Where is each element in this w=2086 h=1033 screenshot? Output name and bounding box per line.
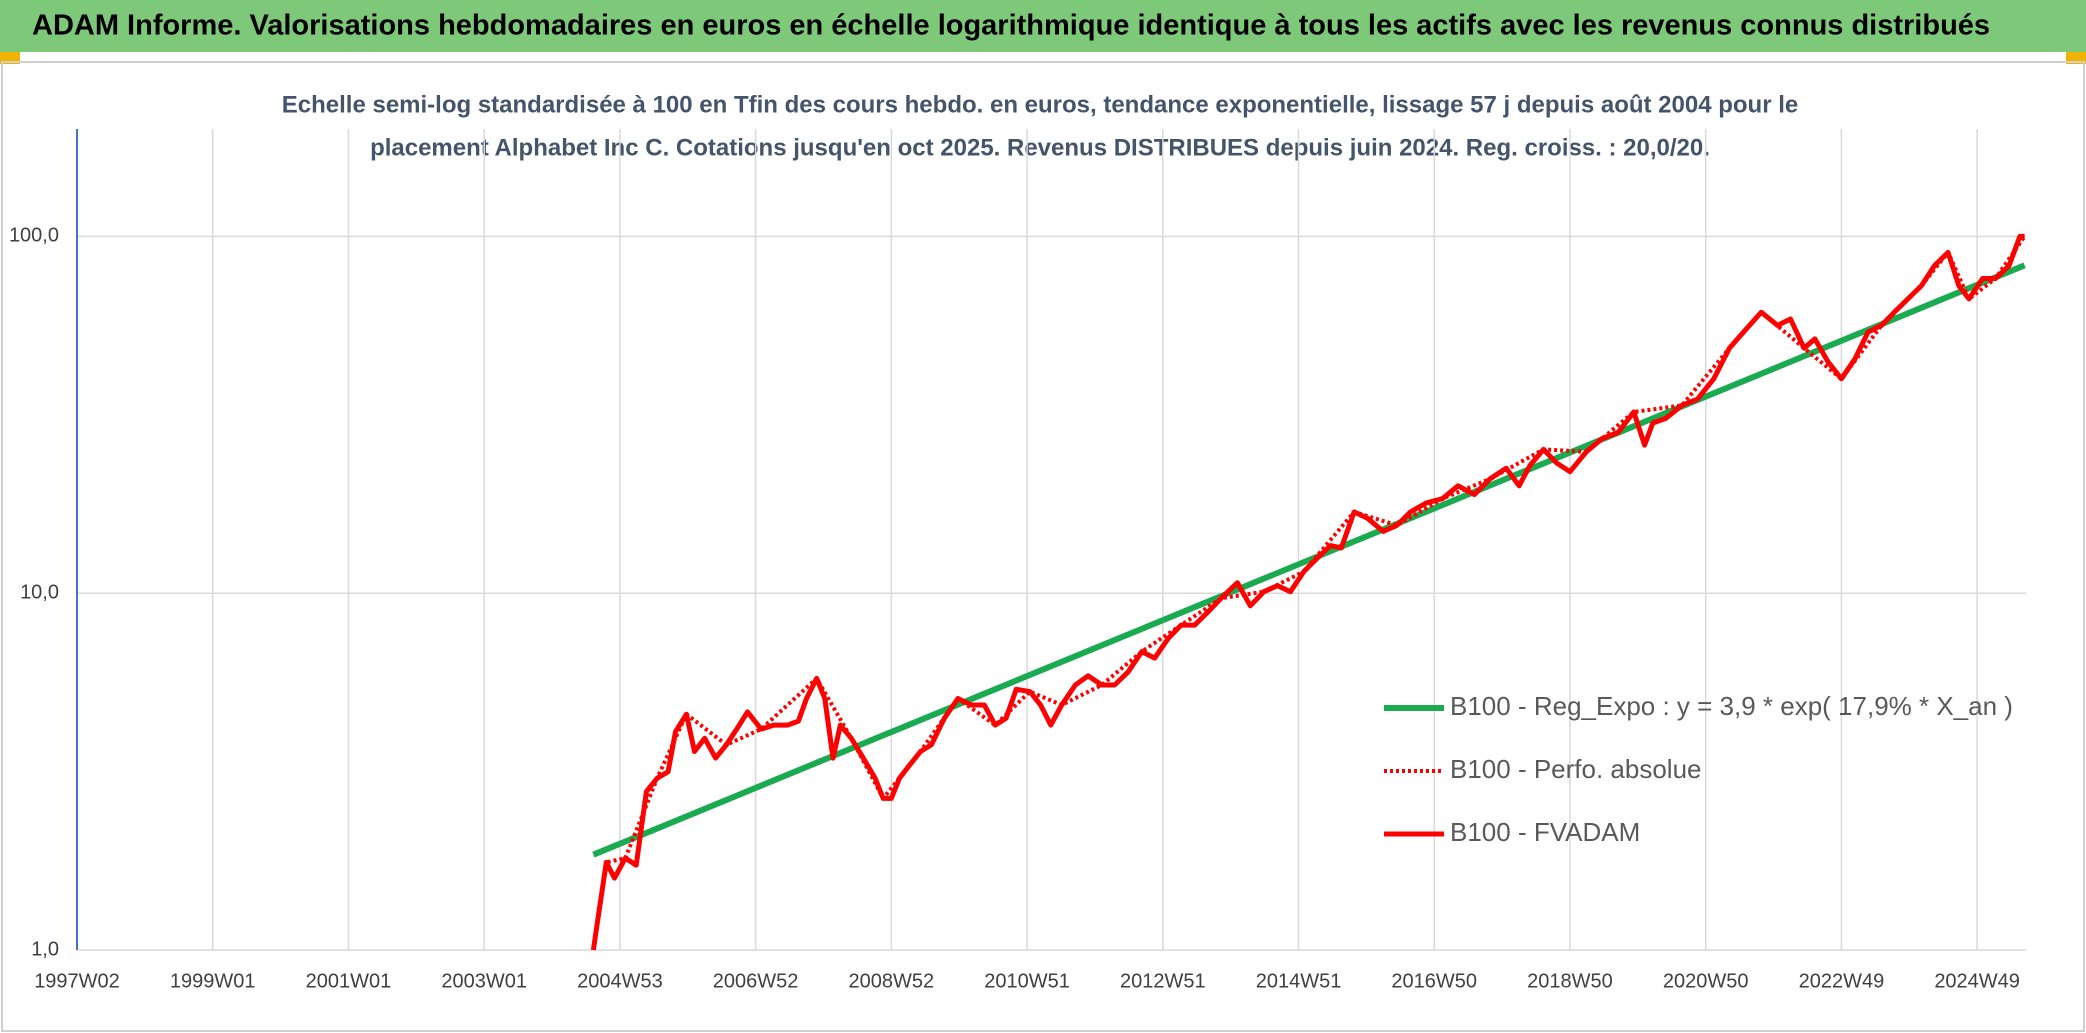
x-tick-label: 2010W51: [984, 970, 1070, 992]
header-bar: [0, 0, 2086, 52]
plot-area: [590, 233, 2027, 951]
series-line: [590, 233, 2025, 951]
y-tick-label: 100,0: [9, 225, 59, 247]
x-tick-label: 1997W02: [34, 970, 120, 992]
x-tick-label: 2001W01: [306, 970, 392, 992]
x-tick-label: 2024W49: [1934, 970, 2020, 992]
legend-label: B100 - FVADAM: [1450, 817, 1640, 847]
x-tick-label: 2018W50: [1527, 970, 1613, 992]
legend-label: B100 - Reg_Expo : y = 3,9 * exp( 17,9% *…: [1450, 691, 2013, 721]
x-tick-label: 2016W50: [1391, 970, 1477, 992]
y-tick-label: 10,0: [20, 581, 59, 603]
grid: 1,0 10,0 100,0 1997W02 1999W01 2001W01 2003W01…: [9, 129, 2026, 992]
x-tick-label: 2006W52: [713, 970, 799, 992]
legend-label: B100 - Perfo. absolue: [1450, 754, 1702, 784]
chart-subtitle: placement Alphabet Inc C. Cotations jusq…: [370, 134, 1710, 161]
x-tick-label: 2022W49: [1799, 970, 1885, 992]
x-tick-label: 2014W51: [1256, 970, 1342, 992]
x-tick-label: 2020W50: [1663, 970, 1749, 992]
x-tick-label: 2003W01: [441, 970, 527, 992]
x-tick-label: 1999W01: [170, 970, 256, 992]
x-tick-label: 2004W53: [577, 970, 663, 992]
legend: B100 - Reg_Expo : y = 3,9 * exp( 17,9% *…: [1384, 691, 2013, 847]
page-title: ADAM Informe. Valorisations hebdomadaire…: [32, 10, 1990, 42]
chart-subtitle: Echelle semi-log standardisée à 100 en T…: [282, 91, 1799, 118]
x-tick-label: 2008W52: [849, 970, 935, 992]
y-tick-label: 1,0: [31, 938, 59, 960]
chart-frame: [1, 61, 2085, 1032]
x-tick-label: 2012W51: [1120, 970, 1206, 992]
